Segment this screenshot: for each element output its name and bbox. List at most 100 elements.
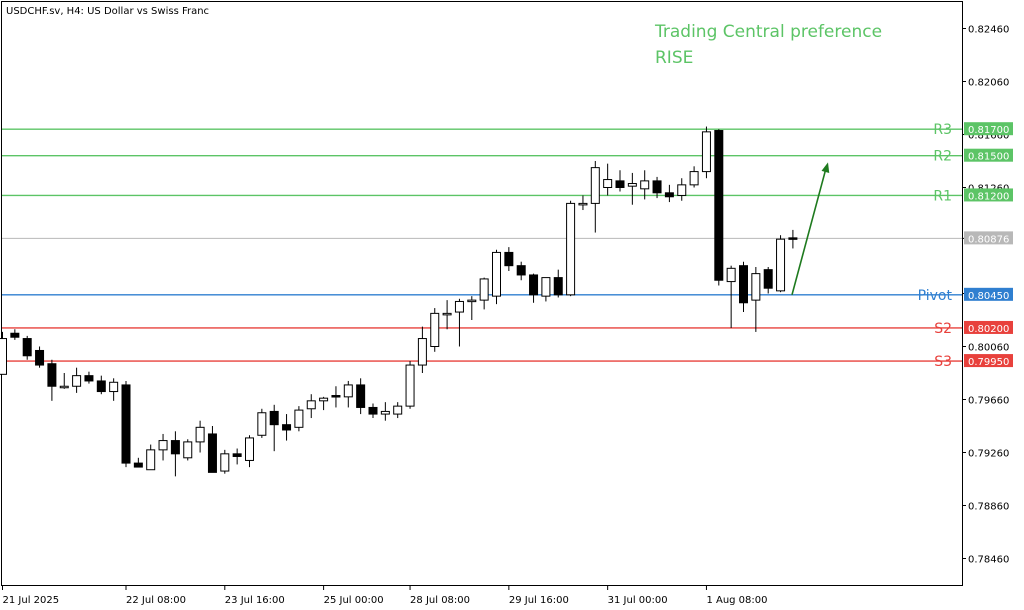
- candle-bullish: [627, 183, 637, 187]
- forecast-arrow-head: [821, 162, 830, 174]
- y-tick-label: 0.81660: [968, 131, 1009, 142]
- x-tick-label: 23 Jul 16:00: [225, 595, 285, 606]
- candle-bearish: [504, 251, 514, 267]
- candle-bullish: [454, 300, 464, 313]
- candle-bearish: [170, 440, 180, 455]
- x-tick-label: 28 Jul 08:00: [410, 595, 470, 606]
- candle-bearish: [368, 406, 378, 415]
- candle-bearish: [10, 332, 20, 338]
- candle-bearish: [553, 277, 563, 296]
- candle-bearish: [84, 375, 94, 382]
- candle-bearish: [615, 180, 625, 188]
- candle-bullish: [603, 179, 613, 189]
- candle-bearish: [96, 380, 106, 393]
- x-tick-label: 25 Jul 00:00: [324, 595, 384, 606]
- candle-bearish: [207, 433, 217, 473]
- x-tick-label: 29 Jul 16:00: [509, 595, 569, 606]
- candle-bearish: [22, 338, 32, 357]
- preference-direction: RISE: [655, 48, 693, 68]
- level-name-r3: R3: [933, 122, 952, 138]
- level-name-r2: R2: [933, 149, 952, 165]
- level-tag-r1: [964, 188, 1013, 202]
- candle-bullish: [677, 184, 687, 196]
- level-tag-r3: [964, 122, 1013, 136]
- candle-bearish: [232, 453, 242, 457]
- level-name-s3: S3: [934, 354, 952, 370]
- candle-bearish: [35, 349, 45, 366]
- candle-bullish: [467, 299, 477, 303]
- candle-bullish: [72, 375, 82, 387]
- candle-bearish: [788, 237, 798, 240]
- candle-bearish: [714, 130, 724, 281]
- candle-bullish: [430, 312, 440, 347]
- candle-bullish: [541, 277, 551, 297]
- x-tick-label: 31 Jul 00:00: [608, 595, 668, 606]
- candle-bullish: [405, 364, 415, 407]
- forecast-arrow: [791, 162, 830, 296]
- candle-bullish: [158, 440, 168, 451]
- candle-bullish: [479, 278, 489, 301]
- candle-bullish: [59, 385, 69, 389]
- candle-bullish: [590, 167, 600, 204]
- y-tick-label: 0.82060: [968, 78, 1009, 89]
- chart-title: USDCHF.sv, H4: US Dollar vs Swiss Franc: [6, 6, 209, 17]
- preference-title: Trading Central preference: [654, 22, 882, 42]
- level-name-r1: R1: [933, 188, 952, 204]
- candle-bullish: [343, 384, 353, 398]
- candle-bearish: [269, 410, 279, 426]
- level-tag-label: 0.81700: [968, 125, 1009, 136]
- candle-bullish: [220, 453, 230, 472]
- candle-bullish: [393, 405, 403, 415]
- candle-bullish: [294, 409, 304, 428]
- candle-bullish: [183, 441, 193, 459]
- candle-bullish: [0, 338, 7, 375]
- x-tick-label: 1 Aug 08:00: [706, 595, 767, 606]
- candle-bullish: [306, 400, 316, 410]
- price-tags: 0.80876 0.81700 0.81500 0.81200 0.80450 0.802…: [964, 122, 1013, 368]
- candle-bullish: [566, 202, 576, 296]
- candle-bearish: [652, 180, 662, 194]
- level-tag-label: 0.80450: [968, 291, 1009, 302]
- level-tag-label: 0.79950: [968, 357, 1009, 368]
- candle-bullish: [492, 251, 501, 297]
- candle-bearish: [529, 274, 539, 296]
- candle-bullish: [701, 131, 711, 173]
- candle-bearish: [121, 384, 131, 464]
- candle-bearish: [739, 265, 748, 304]
- current-price-tag: [964, 231, 1013, 245]
- candle-bullish: [245, 437, 254, 461]
- candle-bullish: [578, 202, 588, 206]
- level-tag-s3: [964, 354, 1013, 368]
- forecast-arrow-shaft: [791, 168, 827, 296]
- level-tag-s2: [964, 320, 1013, 334]
- candle-bullish: [640, 180, 650, 190]
- candle-bullish: [319, 397, 329, 402]
- candle-bullish: [726, 267, 736, 283]
- candle-bullish: [257, 412, 267, 436]
- candle-bullish: [776, 238, 786, 292]
- candle-bullish: [380, 410, 390, 415]
- candle-bullish: [442, 312, 452, 316]
- level-tag-r2: [964, 148, 1013, 162]
- current-price-label: 0.80876: [968, 234, 1009, 245]
- candle-bullish: [109, 381, 119, 393]
- level-tag-label: 0.81200: [968, 191, 1009, 202]
- candle-bullish: [146, 449, 156, 471]
- time-axis[interactable]: 21 Jul 2025 22 Jul 08:00 23 Jul 16:00 25 Ju…: [2, 585, 768, 606]
- level-tag-label: 0.81500: [968, 152, 1009, 163]
- y-tick-label: 0.79260: [968, 449, 1009, 460]
- y-tick-label: 0.80060: [968, 343, 1009, 354]
- candle-bearish: [763, 269, 773, 289]
- y-tick-label: 0.78860: [968, 502, 1009, 513]
- candle-bearish: [47, 363, 57, 387]
- level-tag-label: 0.80200: [968, 324, 1009, 335]
- candle-bearish: [516, 265, 526, 276]
- candle-bullish: [417, 338, 427, 366]
- level-name-pivot: Pivot: [918, 288, 953, 304]
- y-tick-label: 0.78460: [968, 555, 1009, 566]
- candle-bearish: [356, 384, 366, 408]
- candle-bullish: [195, 426, 205, 443]
- y-tick-label: 0.82460: [968, 25, 1009, 36]
- candle-bullish: [751, 273, 761, 301]
